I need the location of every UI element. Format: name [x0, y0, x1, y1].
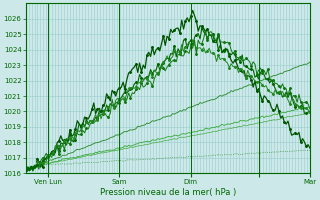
X-axis label: Pression niveau de la mer( hPa ): Pression niveau de la mer( hPa ) [100, 188, 236, 197]
